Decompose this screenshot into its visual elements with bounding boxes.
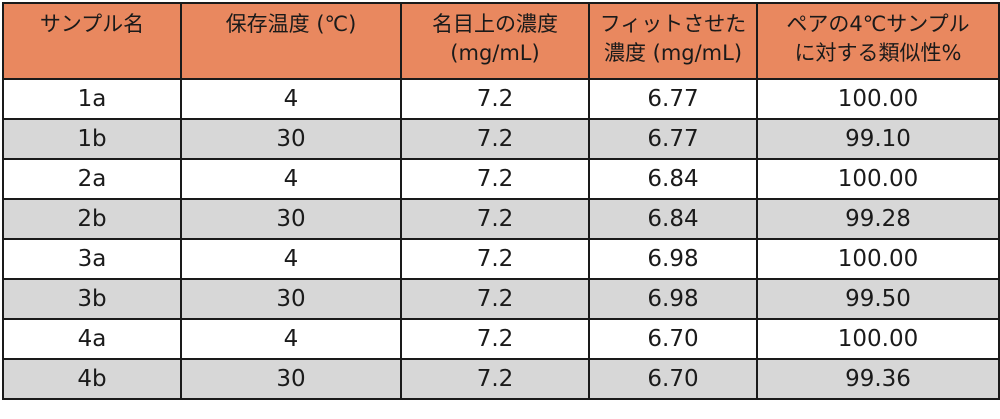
sample-similarity-table: サンプル名 保存温度 (℃) 名目上の濃度 (mg/mL) フィットさせた 濃度…: [2, 2, 1000, 400]
table-row: 3a 4 7.2 6.98 100.00: [2, 238, 1000, 280]
cell-similarity: 99.36: [756, 358, 1000, 400]
header-sample-name: サンプル名: [2, 2, 182, 80]
table-row: 4a 4 7.2 6.70 100.00: [2, 318, 1000, 360]
table-body: 1a 4 7.2 6.77 100.00 1b 30 7.2 6.77 99.1…: [2, 78, 1000, 400]
cell-fitted-concentration: 6.77: [588, 118, 758, 160]
cell-sample-name: 4a: [2, 318, 182, 360]
header-similarity-line2: に対する類似性%: [794, 41, 962, 65]
table-row: 2a 4 7.2 6.84 100.00: [2, 158, 1000, 200]
cell-sample-name: 2b: [2, 198, 182, 240]
cell-storage-temp: 4: [180, 238, 402, 280]
header-fitted-concentration-line1: フィットさせた: [599, 12, 747, 36]
table-header: サンプル名 保存温度 (℃) 名目上の濃度 (mg/mL) フィットさせた 濃度…: [2, 2, 1000, 80]
cell-storage-temp: 30: [180, 358, 402, 400]
cell-nominal-concentration: 7.2: [400, 118, 590, 160]
cell-storage-temp: 4: [180, 158, 402, 200]
cell-nominal-concentration: 7.2: [400, 238, 590, 280]
header-sample-name-label: サンプル名: [39, 12, 145, 36]
header-nominal-concentration-line1: 名目上の濃度: [432, 12, 558, 36]
header-nominal-concentration-line2: (mg/mL): [450, 41, 540, 65]
cell-similarity: 99.28: [756, 198, 1000, 240]
cell-similarity: 99.10: [756, 118, 1000, 160]
cell-storage-temp: 30: [180, 278, 402, 320]
table-row: 1b 30 7.2 6.77 99.10: [2, 118, 1000, 160]
cell-nominal-concentration: 7.2: [400, 198, 590, 240]
cell-nominal-concentration: 7.2: [400, 278, 590, 320]
cell-storage-temp: 30: [180, 118, 402, 160]
header-fitted-concentration: フィットさせた 濃度 (mg/mL): [588, 2, 758, 80]
cell-nominal-concentration: 7.2: [400, 318, 590, 360]
cell-nominal-concentration: 7.2: [400, 78, 590, 120]
cell-similarity: 100.00: [756, 238, 1000, 280]
cell-sample-name: 3a: [2, 238, 182, 280]
cell-fitted-concentration: 6.98: [588, 278, 758, 320]
table-row: 1a 4 7.2 6.77 100.00: [2, 78, 1000, 120]
table-row: 3b 30 7.2 6.98 99.50: [2, 278, 1000, 320]
cell-similarity: 100.00: [756, 158, 1000, 200]
cell-storage-temp: 4: [180, 318, 402, 360]
cell-fitted-concentration: 6.70: [588, 358, 758, 400]
cell-fitted-concentration: 6.77: [588, 78, 758, 120]
cell-nominal-concentration: 7.2: [400, 158, 590, 200]
table-row: 2b 30 7.2 6.84 99.28: [2, 198, 1000, 240]
cell-similarity: 100.00: [756, 78, 1000, 120]
cell-storage-temp: 30: [180, 198, 402, 240]
cell-similarity: 99.50: [756, 278, 1000, 320]
cell-fitted-concentration: 6.70: [588, 318, 758, 360]
cell-sample-name: 3b: [2, 278, 182, 320]
cell-fitted-concentration: 6.98: [588, 238, 758, 280]
cell-nominal-concentration: 7.2: [400, 358, 590, 400]
header-fitted-concentration-line2: 濃度 (mg/mL): [603, 41, 743, 65]
cell-sample-name: 4b: [2, 358, 182, 400]
cell-fitted-concentration: 6.84: [588, 198, 758, 240]
table-row: 4b 30 7.2 6.70 99.36: [2, 358, 1000, 400]
header-storage-temp-label: 保存温度 (℃): [225, 12, 357, 36]
header-storage-temp: 保存温度 (℃): [180, 2, 402, 80]
cell-sample-name: 2a: [2, 158, 182, 200]
cell-similarity: 100.00: [756, 318, 1000, 360]
header-similarity: ペアの4℃サンプル に対する類似性%: [756, 2, 1000, 80]
cell-sample-name: 1b: [2, 118, 182, 160]
header-nominal-concentration: 名目上の濃度 (mg/mL): [400, 2, 590, 80]
header-similarity-line1: ペアの4℃サンプル: [786, 12, 970, 36]
cell-sample-name: 1a: [2, 78, 182, 120]
cell-storage-temp: 4: [180, 78, 402, 120]
header-row: サンプル名 保存温度 (℃) 名目上の濃度 (mg/mL) フィットさせた 濃度…: [2, 2, 1000, 80]
cell-fitted-concentration: 6.84: [588, 158, 758, 200]
